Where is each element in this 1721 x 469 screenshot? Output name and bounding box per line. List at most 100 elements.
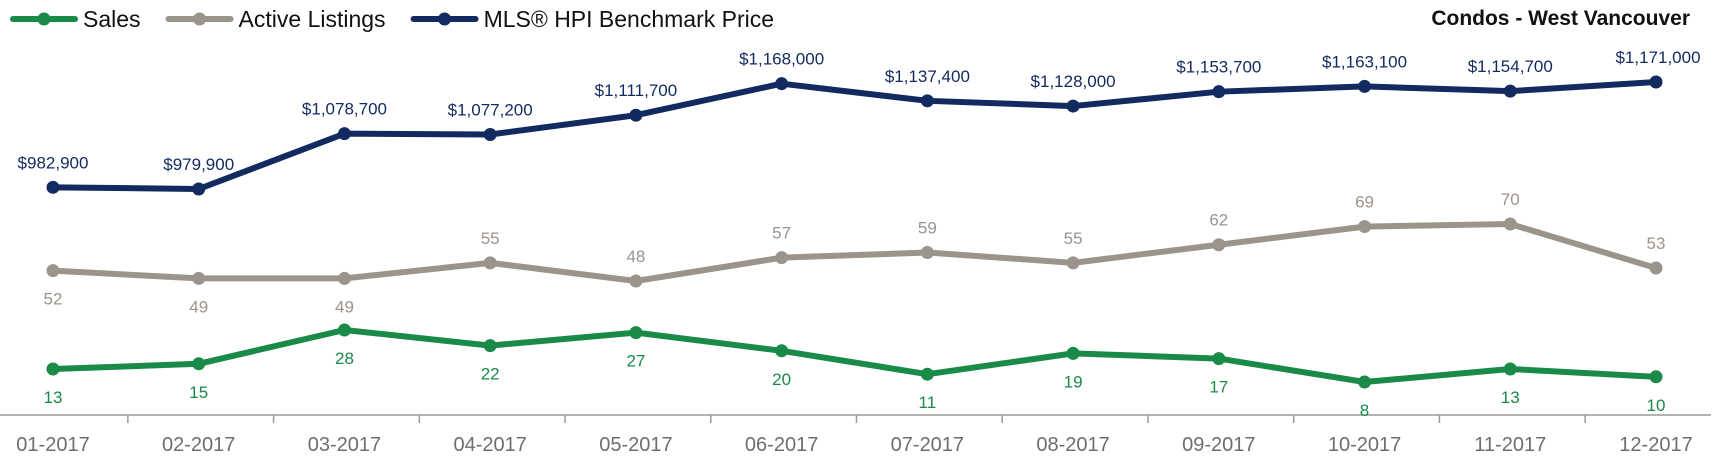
x-tick-label: 04-2017 [453, 434, 526, 456]
data-label: 17 [1209, 378, 1228, 397]
data-point [1212, 352, 1226, 366]
data-label: 55 [481, 229, 500, 248]
data-label: 70 [1501, 190, 1520, 209]
data-label: 27 [626, 352, 645, 371]
data-label: $1,154,700 [1468, 57, 1553, 76]
data-point [1066, 346, 1080, 360]
data-point [1066, 256, 1080, 270]
data-point [483, 256, 497, 270]
x-tick-label: 12-2017 [1619, 434, 1692, 456]
data-point [192, 271, 206, 285]
data-point [46, 362, 60, 376]
legend-item-2: MLS® HPI Benchmark Price [410, 6, 774, 32]
series-2: $982,900 $979,900 $1,078,700 $1,077,200 $1,1… [18, 48, 1701, 196]
data-label: $982,900 [18, 153, 89, 172]
x-axis-ticks: 01-2017 02-2017 03-2017 04-2017 05-2017 06-20… [16, 415, 1693, 456]
legend: Sales Active Listings MLS® HPI Benchmark P… [10, 6, 774, 32]
x-tick-label: 06-2017 [745, 434, 818, 456]
data-point [1649, 370, 1663, 384]
data-label: $1,153,700 [1176, 58, 1261, 77]
x-tick-label: 08-2017 [1036, 434, 1109, 456]
data-point [775, 77, 789, 91]
x-tick-label: 05-2017 [599, 434, 672, 456]
data-point [1649, 261, 1663, 275]
data-label: 59 [918, 219, 937, 238]
data-label: 52 [44, 290, 63, 309]
data-label: $1,168,000 [739, 50, 824, 69]
data-label: 49 [335, 297, 354, 316]
data-point [629, 274, 643, 288]
data-point [1503, 217, 1517, 231]
x-tick-label: 02-2017 [162, 434, 235, 456]
data-point [629, 108, 643, 122]
data-point [1503, 84, 1517, 98]
data-point [483, 128, 497, 142]
data-label: $1,078,700 [302, 100, 387, 119]
data-label: 49 [189, 297, 208, 316]
series-0: 13 15 28 22 27 20 11 19 17 8 13 10 [44, 323, 1666, 420]
data-label: 28 [335, 349, 354, 368]
series-line [50, 221, 1659, 284]
data-point [629, 326, 643, 340]
data-label: $979,900 [163, 155, 234, 174]
data-label: 62 [1209, 211, 1228, 230]
data-label: 69 [1355, 193, 1374, 212]
data-point [1358, 220, 1372, 234]
legend-item-0: Sales [10, 6, 141, 32]
data-point [1503, 362, 1517, 376]
legend-swatch-dot [193, 12, 207, 26]
legend-item-1: Active Listings [165, 6, 386, 32]
data-label: 57 [772, 224, 791, 243]
data-label: 13 [44, 388, 63, 407]
data-point [775, 344, 789, 358]
data-point [46, 264, 60, 278]
series-line [50, 327, 1659, 385]
data-label: 15 [189, 383, 208, 402]
data-point [920, 367, 934, 381]
x-tick-label: 09-2017 [1182, 434, 1255, 456]
data-label: $1,171,000 [1615, 48, 1700, 67]
data-point [192, 182, 206, 196]
data-point [1358, 79, 1372, 93]
data-point [1358, 375, 1372, 389]
legend-label: MLS® HPI Benchmark Price [484, 6, 774, 32]
legend-swatch-dot [37, 12, 51, 26]
series-1: 52 49 49 55 48 57 59 55 62 69 70 53 [44, 190, 1666, 316]
data-point [775, 251, 789, 265]
data-point [46, 180, 60, 194]
x-tick-label: 11-2017 [1474, 434, 1546, 456]
data-label: $1,077,200 [448, 101, 533, 120]
data-label: 22 [481, 365, 500, 384]
data-label: $1,111,700 [595, 81, 678, 100]
series-line [50, 79, 1659, 192]
data-label: 55 [1064, 229, 1083, 248]
data-label: $1,137,400 [885, 67, 970, 86]
legend-label: Sales [83, 6, 141, 32]
data-label: 8 [1360, 401, 1369, 420]
data-point [1649, 75, 1663, 89]
data-point [1212, 238, 1226, 252]
data-label: 20 [772, 370, 791, 389]
series-layer: 13 15 28 22 27 20 11 19 17 8 13 10 52 49 49 55 48 57 59 55 6… [18, 48, 1701, 420]
data-point [337, 127, 351, 141]
data-label: 53 [1647, 234, 1666, 253]
legend-swatch-dot [438, 12, 452, 26]
data-label: 48 [626, 247, 645, 266]
data-point [337, 323, 351, 337]
data-point [1212, 85, 1226, 99]
data-point [192, 357, 206, 371]
chart-title: Condos - West Vancouver [1431, 7, 1690, 30]
data-point [483, 339, 497, 353]
data-point [920, 94, 934, 108]
x-tick-label: 07-2017 [891, 434, 964, 456]
data-label: 13 [1501, 388, 1520, 407]
legend-label: Active Listings [239, 6, 386, 32]
data-label: 10 [1647, 396, 1666, 415]
data-label: 11 [919, 393, 937, 412]
data-label: $1,128,000 [1031, 72, 1116, 91]
x-tick-label: 03-2017 [308, 434, 381, 456]
x-tick-label: 01-2017 [16, 434, 89, 456]
data-point [337, 271, 351, 285]
